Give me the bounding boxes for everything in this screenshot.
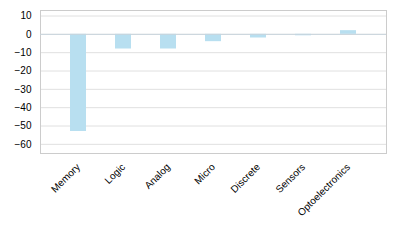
svg-text:Optoelectronics: Optoelectronics	[295, 161, 352, 218]
svg-text:Memory: Memory	[49, 161, 82, 194]
svg-text:0: 0	[26, 29, 32, 40]
svg-text:−60: −60	[15, 139, 32, 150]
svg-text:Micro: Micro	[192, 161, 217, 186]
svg-text:−30: −30	[15, 84, 32, 95]
svg-text:−10: −10	[15, 47, 32, 58]
svg-text:−50: −50	[15, 120, 32, 131]
svg-text:Logic: Logic	[102, 161, 127, 186]
svg-text:−40: −40	[15, 102, 32, 113]
svg-text:Analog: Analog	[142, 161, 172, 191]
svg-text:Discrete: Discrete	[228, 161, 262, 195]
svg-text:10: 10	[20, 10, 32, 21]
svg-text:−20: −20	[15, 65, 32, 76]
svg-text:Sensors: Sensors	[273, 161, 307, 195]
